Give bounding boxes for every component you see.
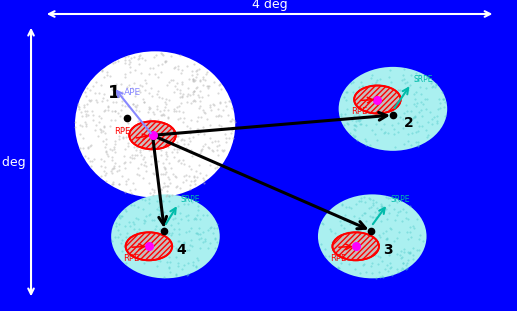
Circle shape	[129, 121, 176, 149]
Text: SRPE: SRPE	[414, 75, 433, 84]
Text: 4 deg: 4 deg	[252, 0, 287, 11]
Circle shape	[126, 232, 172, 260]
Text: 3: 3	[383, 243, 392, 258]
Text: 2: 2	[404, 116, 413, 130]
Text: 1: 1	[108, 84, 120, 102]
Ellipse shape	[318, 194, 427, 278]
Text: 4: 4	[176, 243, 186, 258]
Ellipse shape	[75, 51, 235, 197]
Ellipse shape	[111, 194, 220, 278]
Text: SRPE: SRPE	[390, 195, 410, 204]
Text: RPE: RPE	[352, 107, 368, 116]
Text: 4 deg: 4 deg	[0, 156, 26, 169]
Text: RPE: RPE	[123, 254, 139, 263]
Ellipse shape	[339, 67, 447, 151]
Text: SRPE: SRPE	[181, 195, 201, 204]
Circle shape	[332, 232, 379, 260]
Circle shape	[354, 86, 401, 114]
Text: APE: APE	[124, 88, 141, 97]
Text: RPE: RPE	[330, 254, 346, 263]
Text: RPE: RPE	[114, 127, 130, 136]
